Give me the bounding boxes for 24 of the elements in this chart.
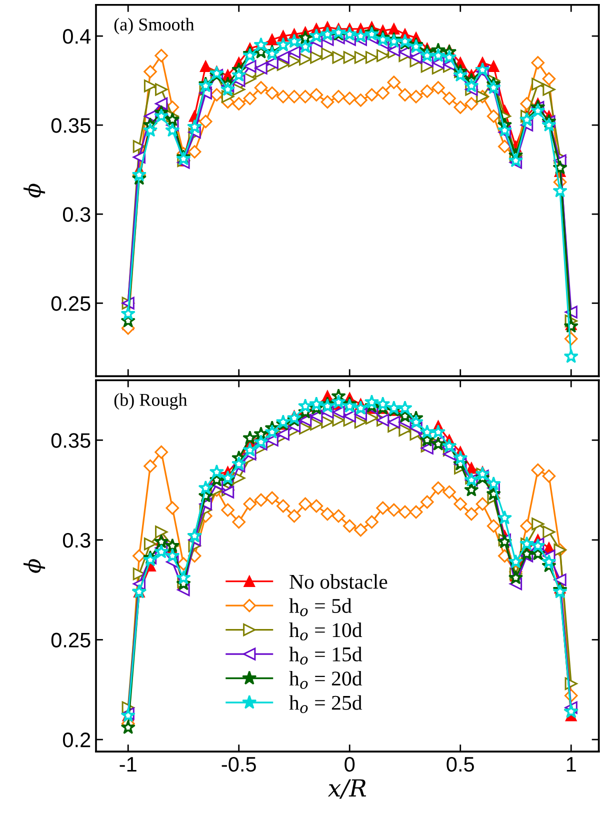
x-tick-label: 1 (566, 757, 576, 772)
annotation: (b) Rough (114, 393, 188, 410)
y-axis-title: ϕ (24, 184, 46, 198)
legend-label: No obstacle (290, 574, 388, 589)
y-tick-label: 0.25 (51, 296, 90, 311)
y-tick-label: 0.3 (62, 207, 90, 222)
x-axis-title: x/R (328, 779, 366, 799)
x-tick-label: -1 (120, 757, 136, 772)
legend-label: h$_{o}$ = 20d (289, 670, 362, 689)
x-tick-label: 0 (344, 756, 355, 772)
y-tick-label: 0.35 (51, 118, 90, 133)
y-tick-label: 0.35 (51, 433, 90, 448)
x-tick-label: -0.5 (222, 756, 256, 772)
legend-label: h$_{o}$ = 5d (289, 598, 352, 616)
legend-label: h$_{o}$ = 25d (289, 695, 362, 714)
legend-label: h$_{o}$ = 15d (289, 646, 362, 665)
annotation: (a) Smooth (114, 18, 194, 34)
y-tick-label: 0.2 (62, 732, 90, 748)
y-tick-label: 0.4 (62, 29, 91, 44)
y-axis-title: ϕ (24, 559, 46, 573)
legend-label: h$_{o}$ = 10d (289, 622, 362, 640)
x-tick-label: 0.5 (446, 756, 474, 772)
y-tick-label: 0.25 (51, 632, 90, 648)
y-tick-label: 0.3 (62, 532, 90, 548)
